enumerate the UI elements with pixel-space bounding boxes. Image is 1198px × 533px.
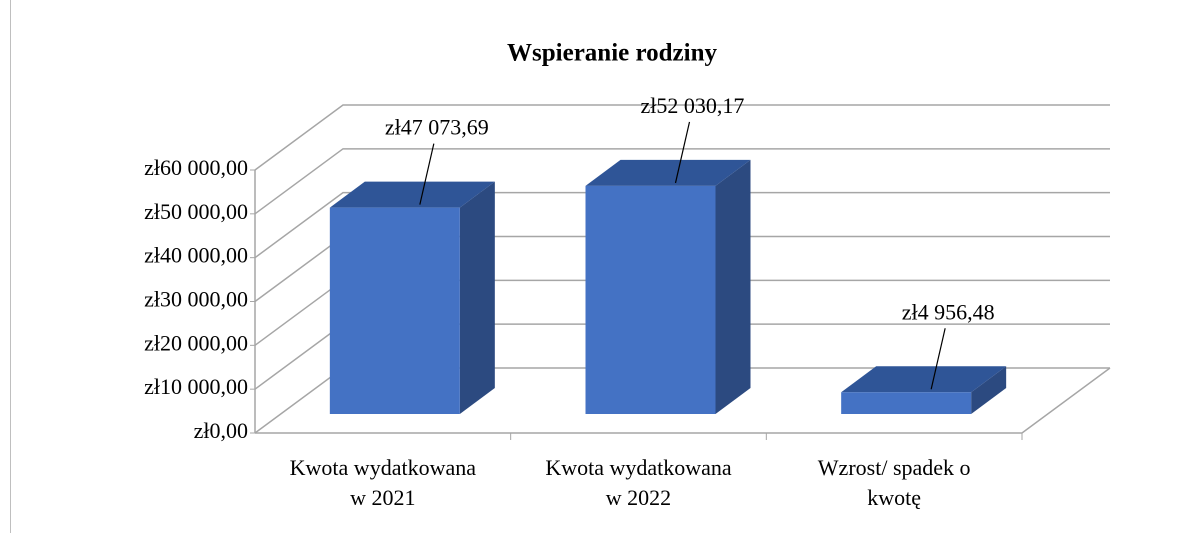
x-tick-label: Kwota wydatkowana w 2021 (290, 455, 477, 510)
bar-side (715, 159, 751, 414)
data-label: zł52 030,17 (641, 93, 745, 118)
x-tick-label: Wzrost/ spadek o kwotę (818, 455, 971, 510)
bar-front (841, 392, 972, 414)
bar-top (841, 366, 1007, 393)
bar-front (585, 185, 716, 414)
grid-line (254, 148, 1110, 215)
bar (585, 159, 751, 414)
data-label: zł4 956,48 (902, 299, 995, 324)
x-tick-label: Kwota wydatkowana w 2022 (545, 455, 732, 510)
leader-line (419, 143, 435, 205)
y-tick-label: zł40 000,00 (144, 243, 248, 268)
y-tick-label: zł20 000,00 (144, 330, 248, 355)
y-tick-label: zł60 000,00 (144, 155, 248, 180)
chart-title: Wspieranie rodziny (507, 40, 717, 67)
bar-side (971, 366, 1007, 414)
bar-top (329, 181, 495, 208)
leader-line (930, 328, 946, 390)
grid-line (254, 104, 1110, 171)
data-label: zł47 073,69 (385, 115, 489, 140)
y-tick-label: zł30 000,00 (144, 287, 248, 312)
leader-line (674, 121, 691, 184)
grid-line (254, 191, 1110, 259)
bar-front (329, 207, 460, 414)
bar (329, 181, 495, 414)
y-tick-label: zł50 000,00 (144, 199, 248, 224)
bar (841, 366, 1007, 414)
bar-side (459, 181, 495, 414)
y-tick-label: zł0,00 (194, 418, 248, 443)
bar-top (585, 159, 751, 186)
y-tick-label: zł10 000,00 (144, 374, 248, 399)
